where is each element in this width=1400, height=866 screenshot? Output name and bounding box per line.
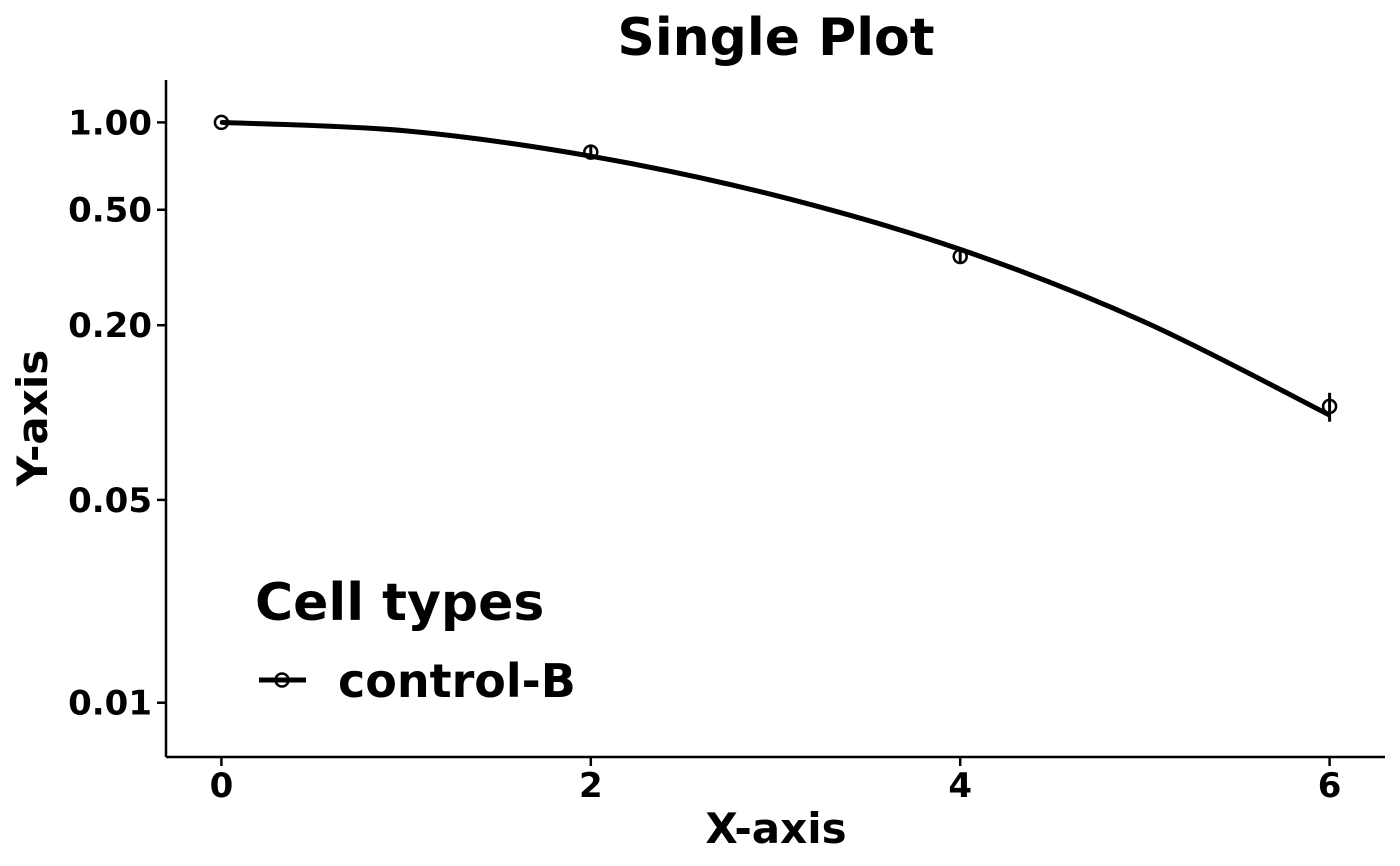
legend: Cell types control-B (255, 573, 576, 708)
data-point-0-2 (952, 248, 968, 265)
x-tick-label-1: 2 (579, 766, 603, 806)
x-tick-label-3: 6 (1318, 766, 1342, 806)
plot-area (213, 114, 1338, 422)
x-tick-label-2: 4 (948, 766, 972, 806)
y-tick-label-0: 1.00 (68, 103, 152, 143)
y-tick-label-4: 0.01 (68, 684, 152, 724)
y-tick-label-2: 0.20 (68, 306, 152, 346)
legend-title: Cell types (255, 573, 544, 633)
legend-key-point (274, 672, 290, 688)
series-line-0 (221, 119, 1331, 418)
legend-label-control-b: control-B (338, 654, 576, 708)
x-axis-label: X-axis (705, 804, 846, 853)
chart-title: Single Plot (617, 8, 934, 68)
x-ticks: 0 2 4 6 (210, 757, 1342, 806)
data-point-0-0 (213, 114, 230, 131)
y-tick-label-1: 0.50 (68, 191, 152, 231)
x-tick-label-0: 0 (210, 766, 234, 806)
data-point-0-1 (583, 144, 599, 160)
y-axis-label: Y-axis (8, 350, 57, 488)
data-point-0-3 (1321, 398, 1338, 415)
y-tick-label-3: 0.05 (68, 481, 152, 521)
y-ticks: 1.00 0.50 0.20 0.05 0.01 (68, 103, 166, 724)
